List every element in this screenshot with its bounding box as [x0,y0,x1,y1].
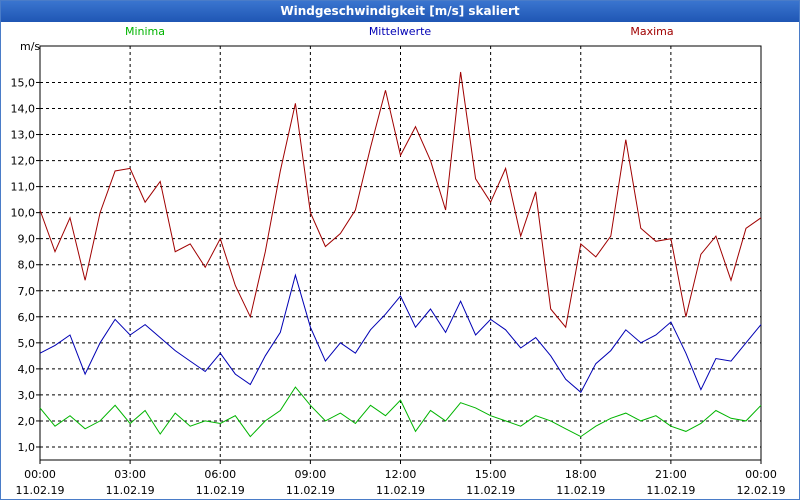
legend-item: Mittelwerte [369,25,432,38]
x-tick-time: 00:00 [24,468,56,481]
x-tick-date: 11.02.19 [556,484,605,497]
series-minima-line [39,386,762,438]
x-tick-time: 06:00 [204,468,236,481]
y-tick-label: 8,0 [18,259,36,272]
y-tick-label: 6,0 [18,311,36,324]
axes [36,45,762,464]
x-tick-date: 11.02.19 [376,484,425,497]
y-tick-label: 15,0 [11,76,36,89]
x-tick-date: 11.02.19 [286,484,335,497]
x-tick-time: 18:00 [565,468,597,481]
y-tick-label: 9,0 [18,233,36,246]
x-tick-date: 11.02.19 [196,484,245,497]
x-tick-date: 11.02.19 [106,484,155,497]
y-tick-label: 5,0 [18,337,36,350]
x-tick-labels: 00:00 11.02.19 03:00 11.02.19 06:00 11.02.19 0… [16,468,786,497]
plot-frame [39,45,762,461]
y-tick-label: 4,0 [18,363,36,376]
y-tick-label: 3,0 [18,389,36,402]
y-tick-label: 2,0 [18,415,36,428]
y-tick-label: 1,0 [18,441,36,454]
x-tick-time: 09:00 [295,468,327,481]
y-tick-label: 13,0 [11,129,36,142]
x-tick-time: 15:00 [475,468,507,481]
legend-item: Maxima [630,25,673,38]
x-tick-date: 11.02.19 [466,484,515,497]
series-mittelwerte-line [39,273,762,394]
x-tick-time: 21:00 [655,468,687,481]
x-tick-date: 12.02.19 [737,484,786,497]
y-tick-labels: 1,0 2,0 3,0 4,0 5,0 6,0 7,0 8,0 9,0 10,0 11,0 12,0 1… [11,76,36,454]
y-tick-label: 7,0 [18,285,36,298]
series-maxima-line [39,71,762,329]
series-lines [39,71,762,438]
y-tick-label: 12,0 [11,155,36,168]
x-tick-time: 12:00 [385,468,417,481]
legend: Minima Mittelwerte Maxima [125,25,674,38]
y-tick-label: 10,0 [11,207,36,220]
x-tick-time: 03:00 [114,468,146,481]
legend-item: Minima [125,25,165,38]
x-tick-time: 00:00 [745,468,777,481]
y-tick-label: 11,0 [11,181,36,194]
y-tick-label: 14,0 [11,102,36,115]
x-tick-date: 11.02.19 [16,484,65,497]
x-tick-date: 11.02.19 [646,484,695,497]
window-title: Windgeschwindigkeit [m/s] skaliert [1,1,799,22]
y-axis-label: m/s [20,40,40,53]
